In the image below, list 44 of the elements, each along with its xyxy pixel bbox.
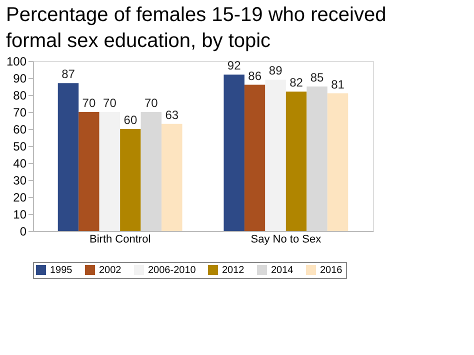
- bar: [286, 92, 307, 231]
- y-tick-label: 40: [13, 156, 27, 170]
- data-label: 81: [331, 77, 345, 92]
- y-tick-label: 70: [13, 106, 27, 120]
- y-tick-label: 90: [13, 72, 27, 86]
- legend-label: 2006-2010: [148, 265, 196, 276]
- bar: [58, 83, 79, 231]
- x-tick-label: Birth Control: [90, 234, 151, 246]
- bar: [224, 74, 244, 231]
- y-tick-label: 50: [13, 140, 27, 154]
- y-tick-label: 100: [6, 54, 27, 68]
- data-label: 86: [248, 68, 262, 83]
- y-tick-label: 20: [13, 190, 27, 204]
- y-tick-label: 30: [13, 174, 27, 188]
- data-label: 60: [124, 113, 138, 127]
- data-label: 87: [62, 67, 76, 82]
- chart-title: Percentage of females 15-19 who received formal sex education, by topic: [6, 4, 386, 52]
- bar: [244, 84, 266, 231]
- data-label: 82: [290, 76, 304, 90]
- data-label: 70: [144, 96, 158, 110]
- legend-label: 2016: [320, 265, 343, 276]
- bar: [162, 124, 182, 231]
- data-label: 63: [165, 108, 179, 122]
- bar: [120, 129, 141, 231]
- x-tick-label: Say No to Sex: [250, 234, 322, 246]
- data-label: 70: [82, 96, 96, 110]
- y-tick-label: 80: [13, 88, 27, 102]
- legend-label: 1995: [50, 265, 73, 276]
- bar: [306, 86, 328, 231]
- legend-label: 2002: [99, 265, 122, 276]
- y-tick-label: 0: [20, 224, 27, 238]
- bar: [140, 112, 162, 231]
- data-label: 89: [268, 64, 283, 78]
- bar: [99, 112, 120, 231]
- data-label: 85: [310, 70, 324, 84]
- data-label: 70: [103, 96, 117, 110]
- y-tick-label: 10: [13, 208, 27, 222]
- legend-label: 2014: [271, 265, 294, 276]
- bar: [78, 112, 100, 231]
- legend-label: 2012: [222, 265, 245, 276]
- bar: [327, 93, 348, 231]
- bar: [265, 80, 286, 231]
- data-label: 92: [227, 58, 242, 73]
- y-tick-label: 60: [13, 122, 27, 136]
